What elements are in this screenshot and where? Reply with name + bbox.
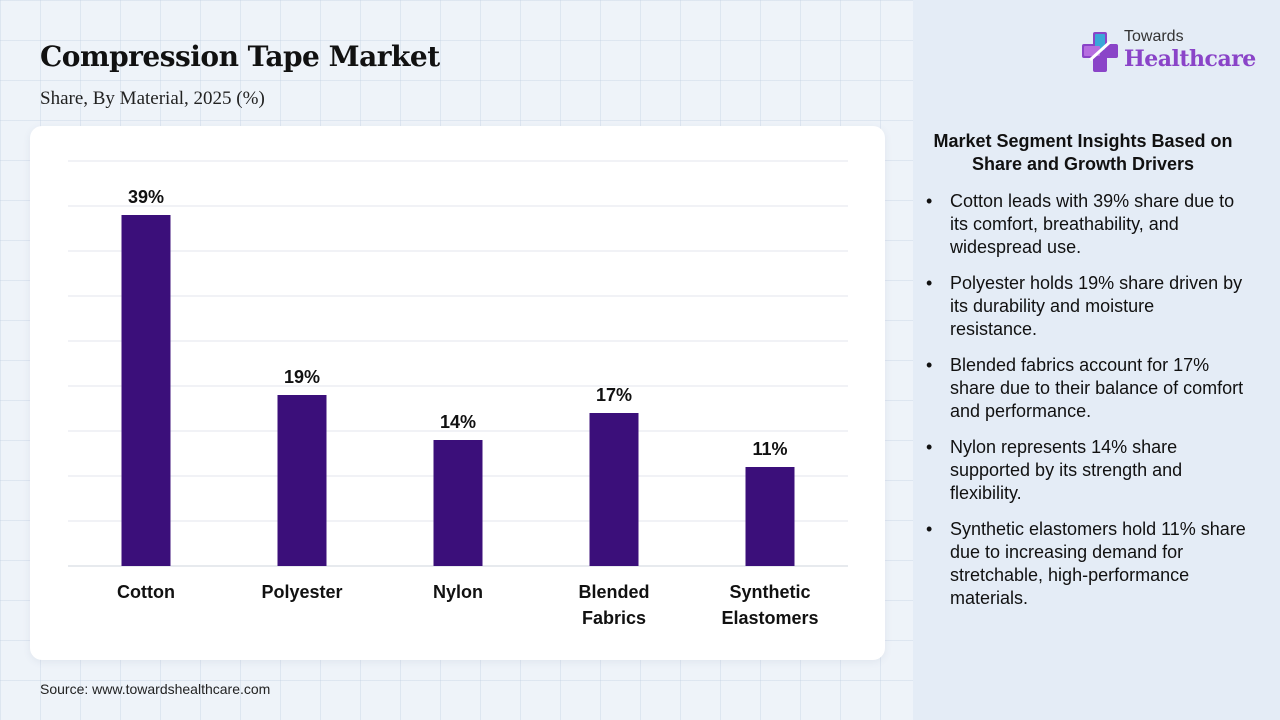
- bar: [277, 395, 327, 566]
- bullet-icon: •: [926, 355, 933, 375]
- insights-panel: [913, 0, 1280, 720]
- logo-text-top: Towards: [1124, 28, 1184, 45]
- insight-text: Synthetic elastomers hold 11% share due …: [950, 519, 1246, 608]
- category-label: Synthetic: [729, 582, 810, 602]
- page-subtitle: Share, By Material, 2025 (%): [40, 88, 265, 109]
- bullet-icon: •: [926, 437, 933, 457]
- data-label: 11%: [752, 439, 787, 459]
- insight-text: Nylon represents 14% share supported by …: [950, 437, 1183, 503]
- category-label: Fabrics: [582, 608, 646, 628]
- category-label: Polyester: [261, 582, 342, 602]
- bar-chart: 39% Cotton 19% Polyester 14% Nylon 17% Blended F…: [68, 160, 848, 628]
- insight-item: • Synthetic elastomers hold 11% share due…: [926, 518, 1246, 610]
- insight-text: Polyester holds 19% share driven by its …: [950, 273, 1243, 339]
- logo-text-main: Healthcare: [1124, 46, 1256, 72]
- insights-heading: Market Segment Insights Based on Share a…: [933, 131, 1233, 174]
- bar: [121, 215, 171, 566]
- cross-logo-icon: [1082, 32, 1118, 72]
- category-label: Blended: [578, 582, 649, 602]
- chart-card: 39% Cotton 19% Polyester 14% Nylon 17% Blended F…: [30, 126, 885, 660]
- category-label: Nylon: [433, 582, 483, 602]
- bullet-icon: •: [926, 191, 933, 211]
- data-label: 19%: [284, 367, 320, 387]
- data-label: 14%: [440, 412, 476, 432]
- bar: [433, 440, 483, 566]
- data-label: 39%: [128, 187, 164, 207]
- insight-item: • Cotton leads with 39% share due to its …: [926, 190, 1246, 259]
- insight-item: • Blended fabrics account for 17% share d…: [926, 354, 1246, 423]
- bullet-icon: •: [926, 519, 933, 539]
- bar: [745, 467, 795, 566]
- data-label: 17%: [596, 385, 632, 405]
- insight-item: • Nylon represents 14% share supported by…: [926, 436, 1246, 505]
- brand-logo: Towards Healthcare: [1080, 26, 1260, 78]
- bullet-icon: •: [926, 273, 933, 293]
- insight-text: Blended fabrics account for 17% share du…: [950, 355, 1244, 421]
- insights-list: • Cotton leads with 39% share due to its …: [926, 190, 1246, 623]
- insight-item: • Polyester holds 19% share driven by its…: [926, 272, 1246, 341]
- source-note: Source: www.towardshealthcare.com: [40, 681, 271, 697]
- category-label: Elastomers: [721, 608, 818, 628]
- category-label: Cotton: [117, 582, 175, 602]
- insight-text: Cotton leads with 39% share due to its c…: [950, 191, 1235, 257]
- page-title: Compression Tape Market: [40, 40, 440, 73]
- bar: [589, 413, 639, 566]
